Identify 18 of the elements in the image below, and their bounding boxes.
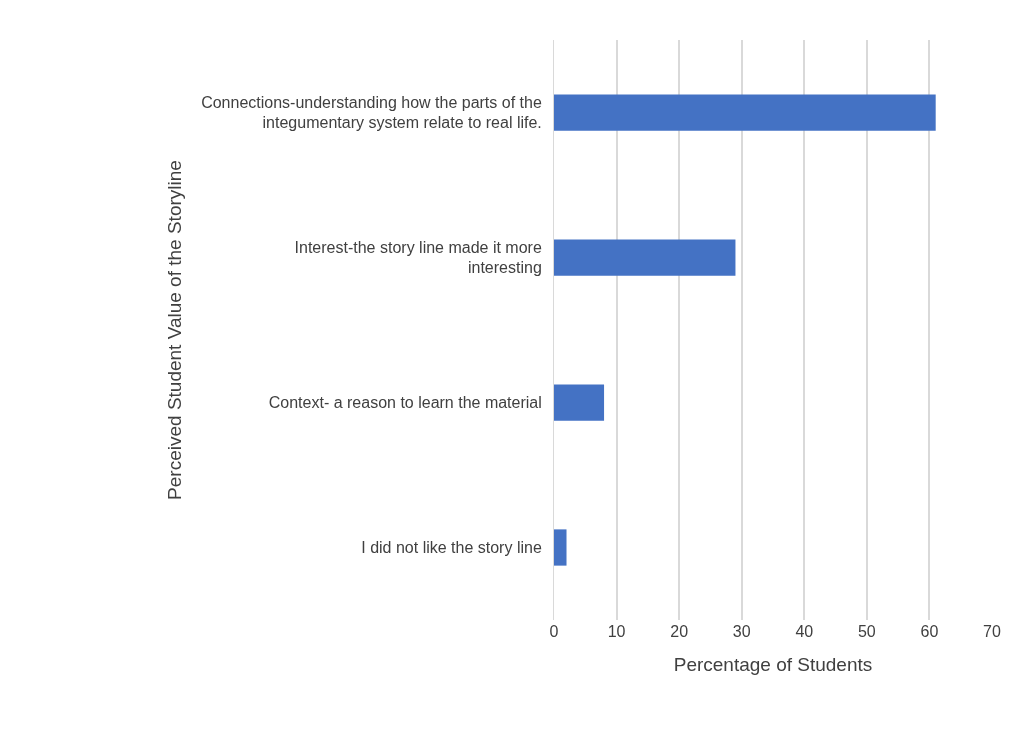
x-tick-label: 50 [857, 623, 876, 640]
x-axis-title: Percentage of Students [673, 653, 873, 675]
y-axis-title: Perceived Student Value of the Storyline [163, 160, 185, 500]
bar [554, 384, 605, 421]
x-tick-label: 0 [549, 623, 559, 640]
bar [554, 94, 936, 131]
x-tick-label: 10 [607, 623, 626, 640]
bar [554, 529, 567, 566]
x-tick-label: 60 [920, 623, 939, 640]
x-tick-label: 30 [732, 623, 751, 640]
y-tick-label: I did not like the story line [361, 539, 542, 557]
x-tick-label: 20 [670, 623, 689, 640]
y-tick-label: Connections-understanding how the parts of the integumentary system relate to real life. [201, 93, 542, 132]
x-tick-label: 40 [795, 623, 814, 640]
y-tick-label: Interest-the story line made it more interesting [294, 238, 542, 277]
x-tick-label: 70 [983, 623, 1001, 640]
bar [554, 239, 736, 276]
y-tick-label: Context- a reason to learn the material [268, 394, 542, 412]
